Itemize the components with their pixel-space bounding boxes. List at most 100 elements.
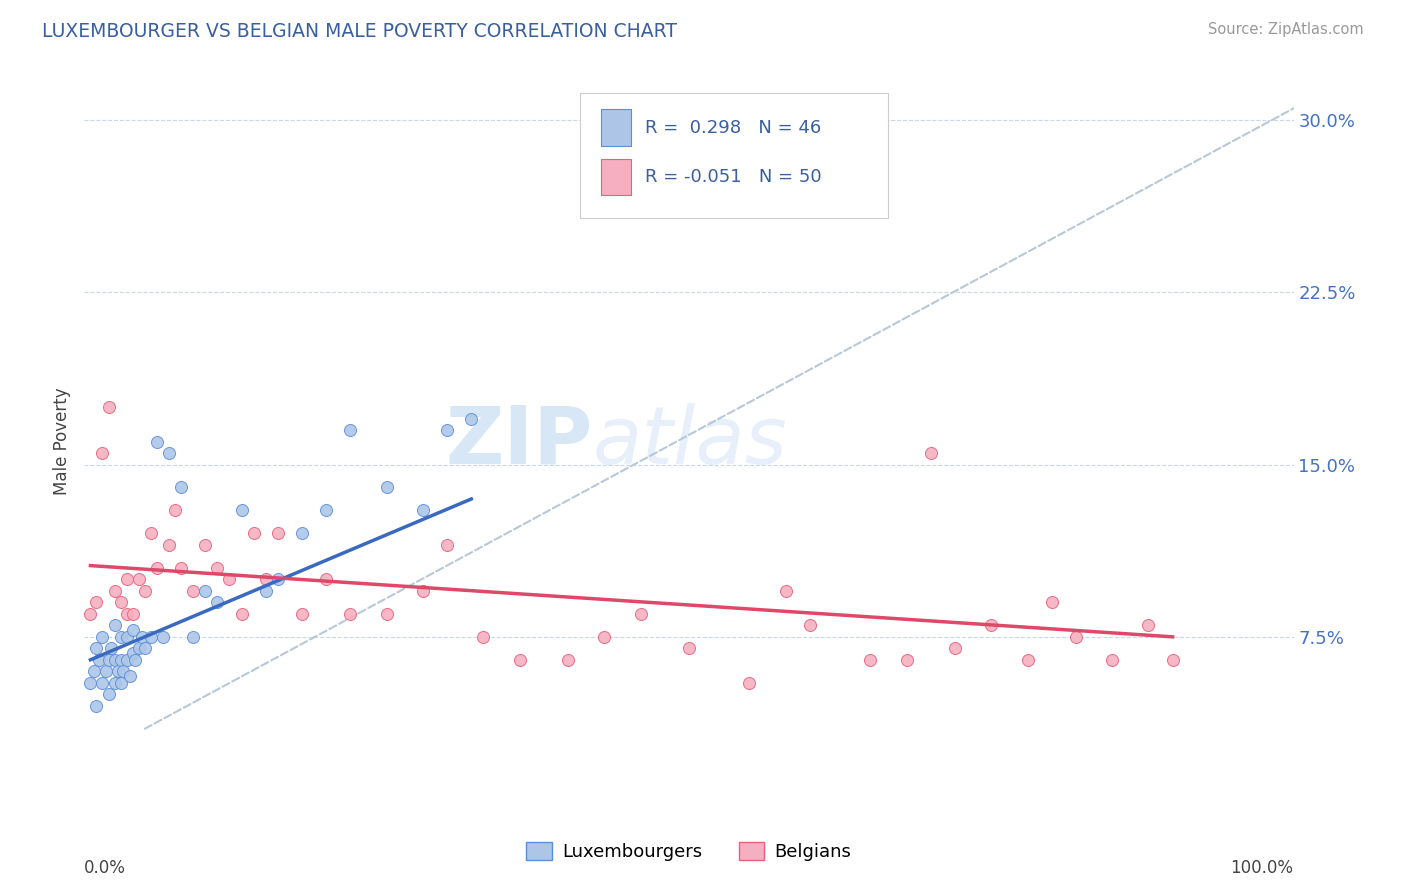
Point xyxy=(124,653,146,667)
Text: Source: ZipAtlas.com: Source: ZipAtlas.com xyxy=(1208,22,1364,37)
Y-axis label: Male Poverty: Male Poverty xyxy=(53,388,72,495)
Point xyxy=(375,607,398,621)
Point xyxy=(218,573,240,587)
Point xyxy=(412,583,434,598)
Text: R =  0.298   N = 46: R = 0.298 N = 46 xyxy=(645,119,821,136)
Point xyxy=(79,675,101,690)
Point xyxy=(460,411,482,425)
Point xyxy=(436,538,458,552)
Point xyxy=(194,538,217,552)
Text: 100.0%: 100.0% xyxy=(1230,858,1294,877)
Point xyxy=(83,665,105,679)
Point xyxy=(134,641,156,656)
Point xyxy=(1064,630,1087,644)
Point xyxy=(97,687,120,701)
Point xyxy=(472,630,495,644)
Point xyxy=(267,526,290,541)
Point xyxy=(943,641,966,656)
Point xyxy=(291,607,314,621)
Point xyxy=(79,607,101,621)
Point xyxy=(920,446,942,460)
Text: R = -0.051   N = 50: R = -0.051 N = 50 xyxy=(645,168,823,186)
Point xyxy=(339,607,361,621)
Point xyxy=(231,607,253,621)
Point xyxy=(110,653,132,667)
Point xyxy=(194,583,217,598)
Point xyxy=(152,630,174,644)
Point xyxy=(86,698,108,713)
Point xyxy=(1137,618,1160,632)
Point xyxy=(1101,653,1123,667)
Point xyxy=(97,653,120,667)
Point xyxy=(104,618,127,632)
Point xyxy=(896,653,918,667)
Point xyxy=(170,561,193,575)
Text: ZIP: ZIP xyxy=(444,402,592,481)
Point xyxy=(110,675,132,690)
Point xyxy=(231,503,253,517)
Point xyxy=(91,675,114,690)
Point xyxy=(181,630,204,644)
Point xyxy=(242,526,264,541)
Point xyxy=(86,595,108,609)
Point xyxy=(110,595,132,609)
Point xyxy=(291,526,314,541)
Point xyxy=(139,630,162,644)
Text: atlas: atlas xyxy=(592,402,787,481)
Text: 0.0%: 0.0% xyxy=(84,858,127,877)
FancyBboxPatch shape xyxy=(581,93,889,218)
Point xyxy=(115,653,138,667)
Point xyxy=(104,583,127,598)
Point xyxy=(315,503,337,517)
Point xyxy=(799,618,821,632)
Point xyxy=(980,618,1002,632)
Point xyxy=(94,665,117,679)
Point xyxy=(339,423,361,437)
Point xyxy=(120,669,142,683)
Point xyxy=(115,607,138,621)
Point xyxy=(1161,653,1184,667)
Point xyxy=(375,481,398,495)
Point xyxy=(1040,595,1063,609)
Point xyxy=(131,630,153,644)
Point xyxy=(859,653,882,667)
Point xyxy=(254,573,277,587)
Legend: Luxembourgers, Belgians: Luxembourgers, Belgians xyxy=(519,835,859,869)
Point xyxy=(412,503,434,517)
Point xyxy=(146,561,169,575)
Point xyxy=(157,446,180,460)
Point xyxy=(678,641,700,656)
Point xyxy=(121,646,143,660)
Point xyxy=(134,583,156,598)
Point xyxy=(121,607,143,621)
Point xyxy=(139,526,162,541)
Point xyxy=(775,583,797,598)
Point xyxy=(630,607,652,621)
Point xyxy=(86,641,108,656)
Point xyxy=(165,503,187,517)
Point xyxy=(207,595,229,609)
Point xyxy=(267,573,290,587)
Point xyxy=(128,641,150,656)
Point xyxy=(315,573,337,587)
Point xyxy=(121,623,143,637)
Point xyxy=(107,665,129,679)
Point xyxy=(1017,653,1039,667)
Point xyxy=(91,630,114,644)
Point xyxy=(110,630,132,644)
Text: LUXEMBOURGER VS BELGIAN MALE POVERTY CORRELATION CHART: LUXEMBOURGER VS BELGIAN MALE POVERTY COR… xyxy=(42,22,678,41)
Point xyxy=(170,481,193,495)
Point xyxy=(557,653,579,667)
Point xyxy=(146,434,169,449)
Point xyxy=(181,583,204,598)
Point xyxy=(128,573,150,587)
Point xyxy=(509,653,531,667)
Point xyxy=(97,400,120,414)
Point xyxy=(738,675,761,690)
Point xyxy=(112,665,135,679)
Point xyxy=(104,675,127,690)
Point xyxy=(115,573,138,587)
Point xyxy=(254,583,277,598)
Point xyxy=(207,561,229,575)
Point xyxy=(157,538,180,552)
